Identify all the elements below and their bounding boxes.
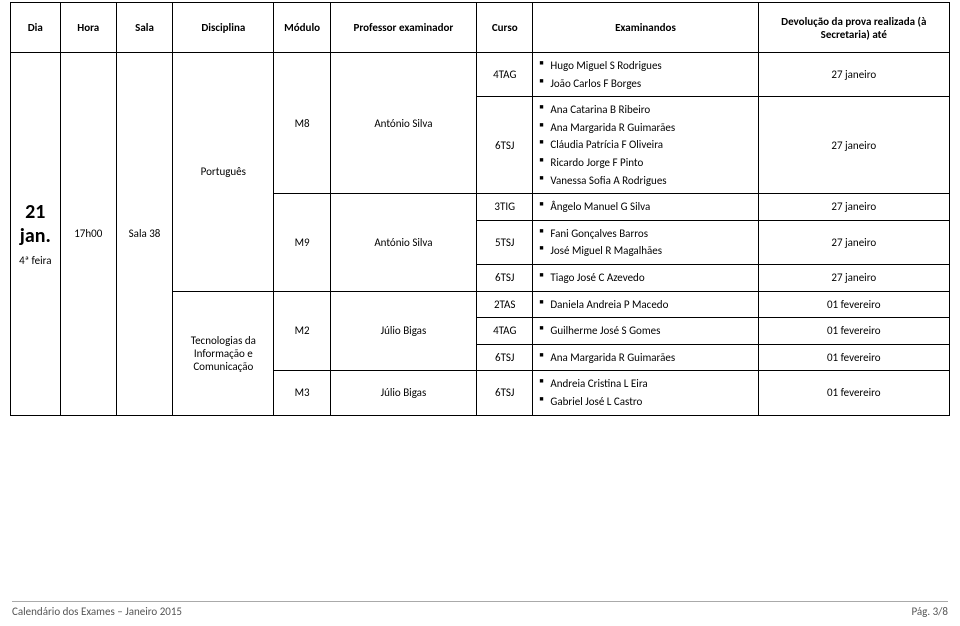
ex-item: Vanessa Sofia A Rodrigues: [539, 172, 751, 190]
cell-dev: 27 janeiro: [758, 264, 949, 291]
dia-mes: jan.: [20, 224, 51, 248]
ex-list: Daniela Andreia P Macedo: [539, 296, 751, 314]
cell-modulo: M2: [274, 291, 330, 371]
footer-left: Calendário dos Exames – Janeiro 2015: [12, 605, 182, 618]
cell-curso: 2TAS: [477, 291, 533, 318]
ex-item: Andreia Cristina L Eira: [539, 375, 751, 393]
cell-curso: 4TAG: [477, 53, 533, 97]
h-dia: Dia: [11, 3, 61, 53]
ex-list: Andreia Cristina L Eira Gabriel José L C…: [539, 375, 751, 410]
h-curso: Curso: [477, 3, 533, 53]
ex-item: Cláudia Patrícia F Oliveira: [539, 136, 751, 154]
cell-dev: 01 fevereiro: [758, 291, 949, 318]
cell-dev: 27 janeiro: [758, 194, 949, 221]
cell-curso: 6TSJ: [477, 344, 533, 371]
header-row: Dia Hora Sala Disciplina Módulo Professo…: [11, 3, 950, 53]
cell-curso: 6TSJ: [477, 371, 533, 415]
ex-item: José Miguel R Magalhães: [539, 242, 751, 260]
ex-list: Ângelo Manuel G Silva: [539, 198, 751, 216]
h-sala: Sala: [116, 3, 172, 53]
page-footer: Calendário dos Exames – Janeiro 2015 Pág…: [12, 601, 948, 618]
ex-item: Ricardo Jorge F Pinto: [539, 154, 751, 172]
cell-curso: 6TSJ: [477, 97, 533, 194]
cell-dia: 21 jan. 4ª feira: [11, 53, 61, 416]
cell-dev: 01 fevereiro: [758, 318, 949, 345]
h-disciplina: Disciplina: [173, 3, 274, 53]
cell-dev: 27 janeiro: [758, 97, 949, 194]
cell-modulo: M8: [274, 53, 330, 194]
cell-disc-tecnologias: Tecnologias da Informação e Comunicação: [173, 291, 274, 415]
h-professor: Professor examinador: [330, 3, 476, 53]
ex-item: Daniela Andreia P Macedo: [539, 296, 751, 314]
ex-list: Guilherme José S Gomes: [539, 322, 751, 340]
ex-list: Hugo Miguel S Rodrigues João Carlos F Bo…: [539, 57, 751, 92]
ex-item: Ana Margarida R Guimarães: [539, 119, 751, 137]
ex-item: João Carlos F Borges: [539, 75, 751, 93]
ex-item: Gabriel José L Castro: [539, 393, 751, 411]
ex-item: Ângelo Manuel G Silva: [539, 198, 751, 216]
ex-item: Guilherme José S Gomes: [539, 322, 751, 340]
cell-modulo: M9: [274, 194, 330, 291]
page: Dia Hora Sala Disciplina Módulo Professo…: [0, 0, 960, 626]
cell-curso: 6TSJ: [477, 264, 533, 291]
ex-item: Fani Gonçalves Barros: [539, 225, 751, 243]
h-modulo: Módulo: [274, 3, 330, 53]
h-examinandos: Examinandos: [533, 3, 758, 53]
cell-dev: 27 janeiro: [758, 53, 949, 97]
dia-weekday: 4ª feira: [17, 254, 54, 267]
ex-list: Ana Margarida R Guimarães: [539, 349, 751, 367]
cell-sala: Sala 38: [116, 53, 172, 416]
cell-examinandos: Ana Catarina B Ribeiro Ana Margarida R G…: [533, 97, 758, 194]
cell-hora: 17h00: [60, 53, 116, 416]
cell-dev: 01 fevereiro: [758, 371, 949, 415]
cell-examinandos: Guilherme José S Gomes: [533, 318, 758, 345]
cell-dev: 27 janeiro: [758, 220, 949, 264]
cell-curso: 5TSJ: [477, 220, 533, 264]
cell-prof: António Silva: [330, 53, 476, 194]
h-hora: Hora: [60, 3, 116, 53]
dia-num: 21: [25, 200, 45, 224]
ex-list: Fani Gonçalves Barros José Miguel R Maga…: [539, 225, 751, 260]
cell-curso: 4TAG: [477, 318, 533, 345]
h-devolucao: Devolução da prova realizada (à Secretar…: [758, 3, 949, 53]
cell-examinandos: Daniela Andreia P Macedo: [533, 291, 758, 318]
cell-examinandos: Hugo Miguel S Rodrigues João Carlos F Bo…: [533, 53, 758, 97]
cell-dev: 01 fevereiro: [758, 344, 949, 371]
cell-curso: 3TIG: [477, 194, 533, 221]
schedule-table: Dia Hora Sala Disciplina Módulo Professo…: [10, 2, 950, 416]
cell-examinandos: Ana Margarida R Guimarães: [533, 344, 758, 371]
cell-prof: António Silva: [330, 194, 476, 291]
cell-prof: Júlio Bigas: [330, 371, 476, 415]
cell-disc-portugues: Português: [173, 53, 274, 292]
table-row: 21 jan. 4ª feira 17h00 Sala 38 Português…: [11, 53, 950, 97]
ex-item: Ana Catarina B Ribeiro: [539, 101, 751, 119]
cell-examinandos: Andreia Cristina L Eira Gabriel José L C…: [533, 371, 758, 415]
cell-prof: Júlio Bigas: [330, 291, 476, 371]
cell-examinandos: Tiago José C Azevedo: [533, 264, 758, 291]
ex-item: Tiago José C Azevedo: [539, 269, 751, 287]
ex-list: Tiago José C Azevedo: [539, 269, 751, 287]
cell-examinandos: Ângelo Manuel G Silva: [533, 194, 758, 221]
cell-modulo: M3: [274, 371, 330, 415]
cell-examinandos: Fani Gonçalves Barros José Miguel R Maga…: [533, 220, 758, 264]
ex-list: Ana Catarina B Ribeiro Ana Margarida R G…: [539, 101, 751, 189]
ex-item: Hugo Miguel S Rodrigues: [539, 57, 751, 75]
footer-right: Pág. 3/8: [911, 605, 948, 618]
ex-item: Ana Margarida R Guimarães: [539, 349, 751, 367]
